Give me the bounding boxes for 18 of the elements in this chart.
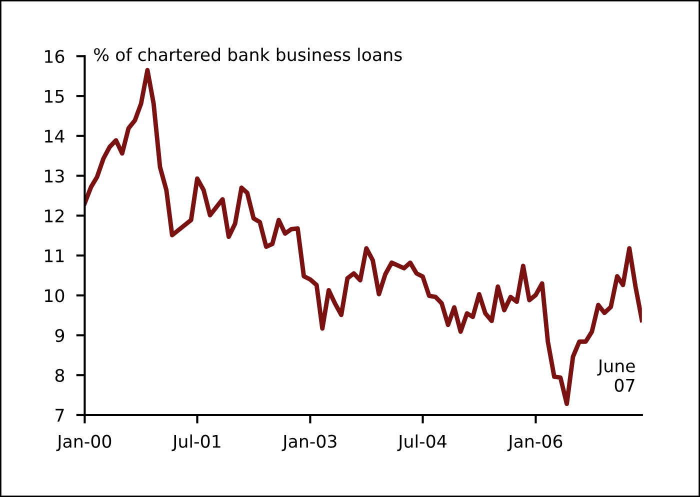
y-tick-label: 7 bbox=[56, 408, 64, 422]
y-axis-title: % of chartered bank business loans bbox=[94, 48, 402, 62]
y-tick-label: 10 bbox=[45, 289, 64, 302]
x-tick-label: Jul-04 bbox=[397, 434, 446, 452]
x-tick-label: Jul-01 bbox=[172, 434, 220, 452]
y-tick-label: 8 bbox=[55, 368, 64, 382]
annotation: June 07 bbox=[597, 360, 635, 392]
y-tick-label: 13 bbox=[45, 169, 64, 183]
y-tick-label: 14 bbox=[45, 130, 64, 142]
x-tick-label: Jan-00 bbox=[56, 434, 112, 452]
y-tick-label: 15 bbox=[45, 90, 64, 103]
y-tick-label: 9 bbox=[55, 328, 64, 342]
x-tick-label: Jan-06 bbox=[507, 434, 562, 452]
y-tick-label: 12 bbox=[45, 209, 64, 222]
x-tick-label: Jan-03 bbox=[282, 434, 336, 452]
y-tick-label: 16 bbox=[45, 50, 64, 64]
y-tick-label: 11 bbox=[45, 249, 64, 262]
line-series bbox=[84, 68, 642, 406]
